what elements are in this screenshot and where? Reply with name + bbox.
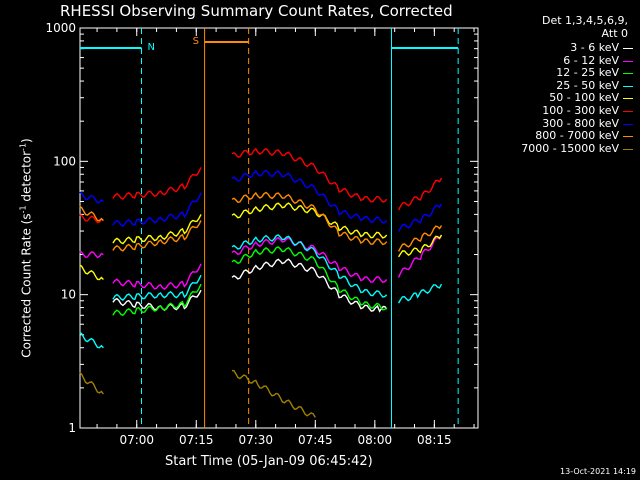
plot-frame [79, 27, 479, 429]
x-tick-label: 07:00 [119, 433, 154, 447]
x-tick-label: 08:15 [417, 433, 452, 447]
series-line-2-data_day2 [231, 246, 388, 311]
legend-label: 25 - 50 keV [556, 78, 619, 92]
series-line-6-data_day2 [231, 169, 388, 224]
series-line-4-data_day [112, 214, 202, 245]
x-tick-label: 07:45 [298, 433, 333, 447]
legend-label: 3 - 6 keV [570, 41, 619, 54]
legend-swatch [623, 60, 633, 62]
legend-swatch [623, 73, 633, 75]
legend-swatch [623, 136, 633, 138]
y-tick-label: 10 [61, 288, 76, 302]
series-line-7-data_day [112, 220, 202, 252]
legend-header-line1: Det 1,3,4,5,6,9, [541, 14, 628, 27]
series-line-5-data_day2 [231, 147, 388, 203]
legend-swatch [623, 111, 633, 112]
series-line-3-data_day [112, 274, 202, 301]
legend-swatch [623, 85, 633, 87]
legend-header-line2: Att 0 [601, 27, 628, 40]
y-tick-label: 100 [53, 154, 76, 168]
legend-swatch [623, 98, 633, 100]
legend-swatch [623, 123, 633, 125]
series-line-8-data_pre [79, 371, 104, 395]
timestamp: 13-Oct-2021 14:19 [560, 467, 636, 476]
series-line-7-data_day2 [231, 191, 388, 246]
series-line-4-data_day2 [231, 202, 388, 239]
series-line-1-data_post [397, 234, 443, 278]
series-line-3-data_pre [79, 331, 104, 349]
legend-label: 300 - 800 keV [542, 116, 619, 130]
series-line-5-data_day [112, 167, 202, 200]
series-line-7-data_pre [79, 205, 104, 222]
series-line-1-data_pre [79, 251, 104, 259]
legend-label: 12 - 25 keV [556, 66, 619, 80]
series-line-6-data_pre [79, 191, 104, 204]
series-line-0-data_day2 [231, 258, 388, 313]
y-tick-label: 1 [68, 421, 76, 435]
legend-label: 7000 - 15000 keV [521, 141, 619, 155]
series-line-1-data_day [112, 263, 202, 290]
legend-swatch [623, 48, 633, 49]
series-line-4-data_pre [79, 264, 104, 281]
series-line-5-data_pre [79, 214, 104, 224]
legend-swatch [623, 148, 633, 150]
x-tick-label: 07:30 [238, 433, 273, 447]
x-tick-label: 08:00 [358, 433, 393, 447]
x-tick-label: 07:15 [179, 433, 214, 447]
series-line-4-data_post [398, 234, 443, 258]
series-line-2-data_day [112, 283, 202, 317]
series-line-7-data_post [397, 225, 443, 252]
series-line-3-data_post [397, 283, 443, 304]
series-line-8-data_day2 [231, 369, 316, 418]
legend-label: 100 - 300 keV [542, 104, 619, 117]
night-label: N [148, 42, 155, 53]
y-tick-label: 1000 [45, 21, 76, 35]
series-line-1-data_day2 [231, 236, 388, 284]
saa-label: S [193, 36, 199, 47]
x-axis-label: Start Time (05-Jan-09 06:45:42) [165, 454, 373, 469]
chart-title: RHESSI Observing Summary Count Rates, Co… [60, 2, 453, 20]
y-axis-label: Corrected Count Rate (s-1 detector-1) [18, 138, 34, 358]
series-line-5-data_post [397, 177, 443, 211]
legend-label: 50 - 100 keV [549, 91, 619, 105]
series-line-6-data_day [112, 192, 202, 227]
series-line-3-data_day2 [231, 234, 388, 298]
series-line-6-data_post [397, 203, 443, 232]
legend-label: 800 - 7000 keV [535, 129, 619, 143]
legend-label: 6 - 12 keV [563, 53, 619, 67]
